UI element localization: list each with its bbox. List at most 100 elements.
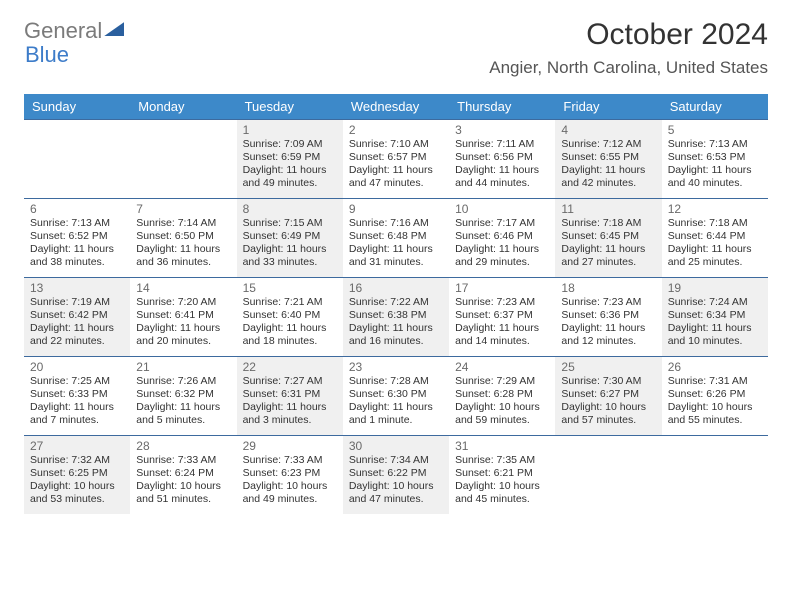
calendar-cell: 10Sunrise: 7:17 AMSunset: 6:46 PMDayligh… bbox=[449, 199, 555, 277]
calendar-cell: 18Sunrise: 7:23 AMSunset: 6:36 PMDayligh… bbox=[555, 278, 661, 356]
weeks-container: 1Sunrise: 7:09 AMSunset: 6:59 PMDaylight… bbox=[24, 119, 768, 514]
day-number: 2 bbox=[349, 123, 443, 137]
day-info: Sunrise: 7:19 AMSunset: 6:42 PMDaylight:… bbox=[30, 296, 124, 349]
day-number: 7 bbox=[136, 202, 230, 216]
day-info: Sunrise: 7:20 AMSunset: 6:41 PMDaylight:… bbox=[136, 296, 230, 349]
calendar-cell: 15Sunrise: 7:21 AMSunset: 6:40 PMDayligh… bbox=[237, 278, 343, 356]
day-info: Sunrise: 7:18 AMSunset: 6:44 PMDaylight:… bbox=[668, 217, 762, 270]
calendar-cell: 31Sunrise: 7:35 AMSunset: 6:21 PMDayligh… bbox=[449, 436, 555, 514]
calendar-cell bbox=[662, 436, 768, 514]
day-number: 21 bbox=[136, 360, 230, 374]
sail-icon bbox=[104, 22, 124, 36]
day-info: Sunrise: 7:34 AMSunset: 6:22 PMDaylight:… bbox=[349, 454, 443, 507]
day-number: 6 bbox=[30, 202, 124, 216]
day-number: 1 bbox=[243, 123, 337, 137]
day-info: Sunrise: 7:21 AMSunset: 6:40 PMDaylight:… bbox=[243, 296, 337, 349]
calendar-cell: 23Sunrise: 7:28 AMSunset: 6:30 PMDayligh… bbox=[343, 357, 449, 435]
week-row: 1Sunrise: 7:09 AMSunset: 6:59 PMDaylight… bbox=[24, 119, 768, 198]
calendar-cell: 30Sunrise: 7:34 AMSunset: 6:22 PMDayligh… bbox=[343, 436, 449, 514]
day-info: Sunrise: 7:09 AMSunset: 6:59 PMDaylight:… bbox=[243, 138, 337, 191]
dayname: Thursday bbox=[449, 94, 555, 119]
day-info: Sunrise: 7:35 AMSunset: 6:21 PMDaylight:… bbox=[455, 454, 549, 507]
calendar-cell: 13Sunrise: 7:19 AMSunset: 6:42 PMDayligh… bbox=[24, 278, 130, 356]
day-info: Sunrise: 7:30 AMSunset: 6:27 PMDaylight:… bbox=[561, 375, 655, 428]
calendar-cell: 2Sunrise: 7:10 AMSunset: 6:57 PMDaylight… bbox=[343, 120, 449, 198]
calendar-cell: 28Sunrise: 7:33 AMSunset: 6:24 PMDayligh… bbox=[130, 436, 236, 514]
day-number: 11 bbox=[561, 202, 655, 216]
day-number: 19 bbox=[668, 281, 762, 295]
day-info: Sunrise: 7:10 AMSunset: 6:57 PMDaylight:… bbox=[349, 138, 443, 191]
day-number: 18 bbox=[561, 281, 655, 295]
day-number: 26 bbox=[668, 360, 762, 374]
day-number: 20 bbox=[30, 360, 124, 374]
day-number: 15 bbox=[243, 281, 337, 295]
day-number: 9 bbox=[349, 202, 443, 216]
logo: General bbox=[24, 18, 124, 44]
day-number: 10 bbox=[455, 202, 549, 216]
day-info: Sunrise: 7:17 AMSunset: 6:46 PMDaylight:… bbox=[455, 217, 549, 270]
calendar-cell: 1Sunrise: 7:09 AMSunset: 6:59 PMDaylight… bbox=[237, 120, 343, 198]
calendar-cell: 11Sunrise: 7:18 AMSunset: 6:45 PMDayligh… bbox=[555, 199, 661, 277]
calendar-cell: 29Sunrise: 7:33 AMSunset: 6:23 PMDayligh… bbox=[237, 436, 343, 514]
day-number: 14 bbox=[136, 281, 230, 295]
calendar-cell: 16Sunrise: 7:22 AMSunset: 6:38 PMDayligh… bbox=[343, 278, 449, 356]
day-number: 25 bbox=[561, 360, 655, 374]
logo-part1: General bbox=[24, 18, 102, 44]
calendar-cell: 27Sunrise: 7:32 AMSunset: 6:25 PMDayligh… bbox=[24, 436, 130, 514]
day-info: Sunrise: 7:12 AMSunset: 6:55 PMDaylight:… bbox=[561, 138, 655, 191]
dayname: Saturday bbox=[662, 94, 768, 119]
day-number: 24 bbox=[455, 360, 549, 374]
day-info: Sunrise: 7:16 AMSunset: 6:48 PMDaylight:… bbox=[349, 217, 443, 270]
calendar-cell bbox=[24, 120, 130, 198]
day-info: Sunrise: 7:14 AMSunset: 6:50 PMDaylight:… bbox=[136, 217, 230, 270]
day-number: 27 bbox=[30, 439, 124, 453]
calendar-cell: 6Sunrise: 7:13 AMSunset: 6:52 PMDaylight… bbox=[24, 199, 130, 277]
day-info: Sunrise: 7:28 AMSunset: 6:30 PMDaylight:… bbox=[349, 375, 443, 428]
day-number: 22 bbox=[243, 360, 337, 374]
calendar-cell: 3Sunrise: 7:11 AMSunset: 6:56 PMDaylight… bbox=[449, 120, 555, 198]
day-number: 16 bbox=[349, 281, 443, 295]
week-row: 6Sunrise: 7:13 AMSunset: 6:52 PMDaylight… bbox=[24, 198, 768, 277]
calendar-cell: 21Sunrise: 7:26 AMSunset: 6:32 PMDayligh… bbox=[130, 357, 236, 435]
calendar-cell: 20Sunrise: 7:25 AMSunset: 6:33 PMDayligh… bbox=[24, 357, 130, 435]
week-row: 13Sunrise: 7:19 AMSunset: 6:42 PMDayligh… bbox=[24, 277, 768, 356]
day-number: 23 bbox=[349, 360, 443, 374]
day-number: 5 bbox=[668, 123, 762, 137]
day-number: 31 bbox=[455, 439, 549, 453]
day-number: 4 bbox=[561, 123, 655, 137]
day-number: 29 bbox=[243, 439, 337, 453]
calendar-cell: 17Sunrise: 7:23 AMSunset: 6:37 PMDayligh… bbox=[449, 278, 555, 356]
day-info: Sunrise: 7:27 AMSunset: 6:31 PMDaylight:… bbox=[243, 375, 337, 428]
day-number: 12 bbox=[668, 202, 762, 216]
calendar-cell: 14Sunrise: 7:20 AMSunset: 6:41 PMDayligh… bbox=[130, 278, 236, 356]
day-number: 13 bbox=[30, 281, 124, 295]
calendar-cell: 25Sunrise: 7:30 AMSunset: 6:27 PMDayligh… bbox=[555, 357, 661, 435]
dayname: Tuesday bbox=[237, 94, 343, 119]
week-row: 27Sunrise: 7:32 AMSunset: 6:25 PMDayligh… bbox=[24, 435, 768, 514]
day-info: Sunrise: 7:11 AMSunset: 6:56 PMDaylight:… bbox=[455, 138, 549, 191]
calendar-cell: 9Sunrise: 7:16 AMSunset: 6:48 PMDaylight… bbox=[343, 199, 449, 277]
dayname: Friday bbox=[555, 94, 661, 119]
calendar-cell: 7Sunrise: 7:14 AMSunset: 6:50 PMDaylight… bbox=[130, 199, 236, 277]
calendar-cell: 26Sunrise: 7:31 AMSunset: 6:26 PMDayligh… bbox=[662, 357, 768, 435]
title-block: October 2024 Angier, North Carolina, Uni… bbox=[489, 18, 768, 78]
dayname: Sunday bbox=[24, 94, 130, 119]
day-info: Sunrise: 7:13 AMSunset: 6:53 PMDaylight:… bbox=[668, 138, 762, 191]
day-info: Sunrise: 7:23 AMSunset: 6:37 PMDaylight:… bbox=[455, 296, 549, 349]
calendar-cell: 12Sunrise: 7:18 AMSunset: 6:44 PMDayligh… bbox=[662, 199, 768, 277]
calendar: SundayMondayTuesdayWednesdayThursdayFrid… bbox=[24, 94, 768, 514]
day-info: Sunrise: 7:29 AMSunset: 6:28 PMDaylight:… bbox=[455, 375, 549, 428]
day-info: Sunrise: 7:25 AMSunset: 6:33 PMDaylight:… bbox=[30, 375, 124, 428]
month-title: October 2024 bbox=[489, 18, 768, 52]
day-info: Sunrise: 7:32 AMSunset: 6:25 PMDaylight:… bbox=[30, 454, 124, 507]
calendar-cell: 24Sunrise: 7:29 AMSunset: 6:28 PMDayligh… bbox=[449, 357, 555, 435]
week-row: 20Sunrise: 7:25 AMSunset: 6:33 PMDayligh… bbox=[24, 356, 768, 435]
day-info: Sunrise: 7:23 AMSunset: 6:36 PMDaylight:… bbox=[561, 296, 655, 349]
day-info: Sunrise: 7:22 AMSunset: 6:38 PMDaylight:… bbox=[349, 296, 443, 349]
day-info: Sunrise: 7:15 AMSunset: 6:49 PMDaylight:… bbox=[243, 217, 337, 270]
calendar-cell: 22Sunrise: 7:27 AMSunset: 6:31 PMDayligh… bbox=[237, 357, 343, 435]
location: Angier, North Carolina, United States bbox=[489, 58, 768, 78]
day-number: 17 bbox=[455, 281, 549, 295]
day-info: Sunrise: 7:26 AMSunset: 6:32 PMDaylight:… bbox=[136, 375, 230, 428]
logo-line2: Blue bbox=[25, 42, 69, 68]
